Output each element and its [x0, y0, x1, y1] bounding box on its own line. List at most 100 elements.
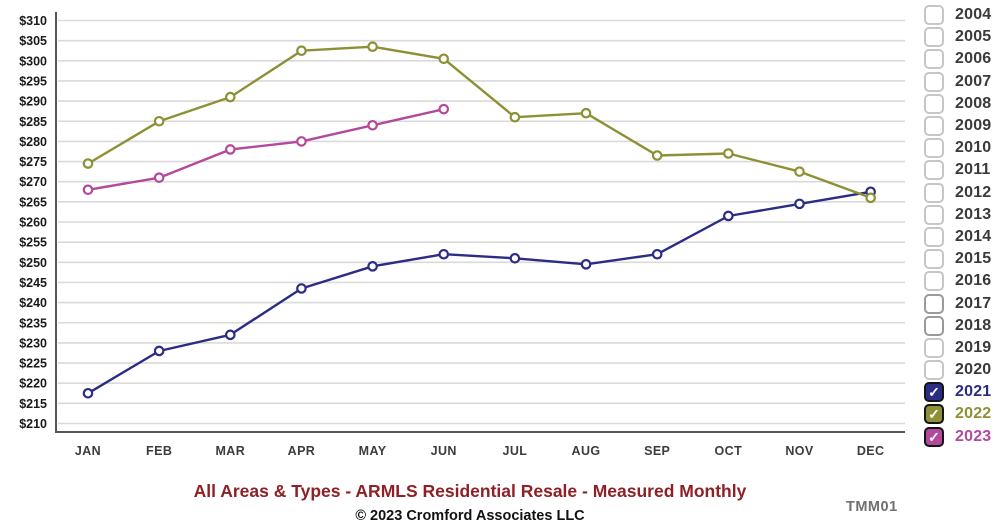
- year-checkbox-2022[interactable]: ✓: [924, 404, 944, 425]
- svg-text:$210: $210: [19, 417, 47, 431]
- data-point-2022-APR: [296, 45, 307, 57]
- series-2023: [82, 103, 450, 196]
- legend-row-2008[interactable]: 2008: [924, 93, 996, 115]
- year-checkbox-2016[interactable]: [924, 271, 944, 292]
- year-checkbox-2012[interactable]: [924, 182, 944, 203]
- svg-text:JAN: JAN: [75, 444, 101, 458]
- svg-text:$215: $215: [19, 397, 47, 411]
- year-checkbox-2004[interactable]: [924, 5, 944, 26]
- svg-text:$295: $295: [19, 74, 47, 88]
- year-label-2005: 2005: [955, 28, 992, 46]
- data-point-2021-MAR: [225, 329, 236, 341]
- year-label-2018: 2018: [955, 316, 992, 334]
- year-checkbox-2020[interactable]: [924, 360, 944, 381]
- svg-text:$260: $260: [19, 216, 47, 230]
- data-point-2021-JUL: [509, 252, 521, 264]
- data-point-2021-MAY: [367, 261, 378, 272]
- legend-row-2018[interactable]: 2018: [924, 315, 996, 337]
- legend-row-2019[interactable]: 2019: [924, 337, 996, 359]
- year-checkbox-2018[interactable]: [924, 315, 944, 336]
- data-point-2023-JUN: [438, 103, 450, 115]
- data-point-2022-DEC: [865, 192, 876, 204]
- year-label-2023: 2023: [955, 427, 992, 445]
- svg-text:AUG: AUG: [572, 444, 601, 458]
- svg-text:MAR: MAR: [215, 444, 245, 458]
- data-point-2021-JAN: [82, 387, 94, 399]
- year-checkbox-2006[interactable]: [924, 49, 944, 70]
- svg-text:$225: $225: [19, 357, 47, 371]
- legend-row-2021[interactable]: ✓ 2021: [924, 381, 996, 403]
- legend-row-2013[interactable]: 2013: [924, 204, 996, 226]
- svg-text:$305: $305: [19, 34, 47, 48]
- year-checkbox-2010[interactable]: [924, 138, 944, 159]
- legend-row-2017[interactable]: 2017: [924, 292, 996, 314]
- data-point-2021-JUN: [438, 248, 450, 260]
- svg-text:FEB: FEB: [146, 444, 172, 458]
- data-point-2021-FEB: [153, 345, 165, 357]
- price-chart: $310 $305 $300 $295 $290 $285 $280 $275 $270 $265…: [19, 12, 905, 458]
- svg-text:$240: $240: [19, 296, 47, 310]
- year-checkbox-2021[interactable]: ✓: [924, 382, 944, 403]
- data-point-2021-SEP: [651, 248, 663, 260]
- legend-row-2004[interactable]: 2004: [924, 4, 996, 26]
- legend-row-2014[interactable]: 2014: [924, 226, 996, 248]
- year-checkbox-2014[interactable]: [924, 226, 944, 247]
- year-label-2016: 2016: [955, 272, 992, 290]
- legend-row-2020[interactable]: 2020: [924, 359, 996, 381]
- year-label-2006: 2006: [955, 50, 992, 68]
- svg-text:$220: $220: [19, 377, 47, 391]
- year-checkbox-2015[interactable]: [924, 249, 944, 270]
- data-point-2022-MAY: [367, 41, 378, 52]
- series-2021: [82, 186, 876, 399]
- year-label-2012: 2012: [955, 183, 992, 201]
- year-checkbox-2005[interactable]: [924, 27, 944, 48]
- year-checkbox-2023[interactable]: ✓: [924, 426, 944, 447]
- svg-text:$250: $250: [19, 256, 47, 270]
- year-checkbox-2009[interactable]: [924, 116, 944, 137]
- data-point-2022-JUL: [509, 111, 521, 123]
- year-label-2017: 2017: [955, 294, 992, 312]
- year-checkbox-2007[interactable]: [924, 71, 944, 92]
- legend-row-2009[interactable]: 2009: [924, 115, 996, 137]
- legend-row-2012[interactable]: 2012: [924, 182, 996, 204]
- svg-text:$275: $275: [19, 155, 47, 169]
- legend-row-2005[interactable]: 2005: [924, 26, 996, 48]
- year-label-2009: 2009: [955, 117, 992, 135]
- legend-row-2023[interactable]: ✓ 2023: [924, 426, 996, 448]
- svg-text:$245: $245: [19, 276, 47, 290]
- svg-text:$255: $255: [19, 236, 47, 250]
- svg-text:$270: $270: [19, 175, 47, 189]
- year-label-2015: 2015: [955, 250, 992, 268]
- year-label-2008: 2008: [955, 94, 992, 112]
- series-2022: [82, 41, 876, 204]
- svg-text:SEP: SEP: [644, 444, 670, 458]
- svg-text:$290: $290: [19, 95, 47, 109]
- legend-row-2011[interactable]: 2011: [924, 159, 996, 181]
- year-legend: 2004 2005 2006 2007 2008 2009 2010 2011 2012 2013…: [924, 4, 996, 448]
- year-label-2011: 2011: [955, 161, 991, 179]
- data-point-2023-MAR: [225, 144, 236, 155]
- x-axis-labels: JAN FEB MAR APR MAY JUN JUL AUG SEP OCT NOV DEC: [75, 444, 884, 458]
- legend-row-2010[interactable]: 2010: [924, 137, 996, 159]
- legend-row-2007[interactable]: 2007: [924, 71, 996, 93]
- legend-row-2006[interactable]: 2006: [924, 48, 996, 70]
- year-label-2014: 2014: [955, 227, 992, 245]
- year-checkbox-2008[interactable]: [924, 93, 944, 114]
- year-label-2022: 2022: [955, 405, 992, 423]
- legend-row-2022[interactable]: ✓ 2022: [924, 403, 996, 425]
- year-checkbox-2017[interactable]: [924, 293, 944, 314]
- data-point-2022-OCT: [723, 148, 734, 159]
- legend-row-2015[interactable]: 2015: [924, 248, 996, 270]
- year-checkbox-2019[interactable]: [924, 337, 944, 358]
- data-point-2023-MAY: [367, 119, 378, 131]
- year-checkbox-2013[interactable]: [924, 204, 944, 225]
- year-checkbox-2011[interactable]: [924, 160, 944, 181]
- data-point-2022-MAR: [225, 91, 236, 103]
- chart-title: All Areas & Types - ARMLS Residential Re…: [193, 481, 747, 501]
- svg-text:$300: $300: [19, 54, 47, 68]
- axes: [55, 12, 905, 433]
- data-point-2023-FEB: [153, 172, 165, 183]
- svg-text:$280: $280: [19, 135, 47, 149]
- legend-row-2016[interactable]: 2016: [924, 270, 996, 292]
- year-label-2007: 2007: [955, 72, 992, 90]
